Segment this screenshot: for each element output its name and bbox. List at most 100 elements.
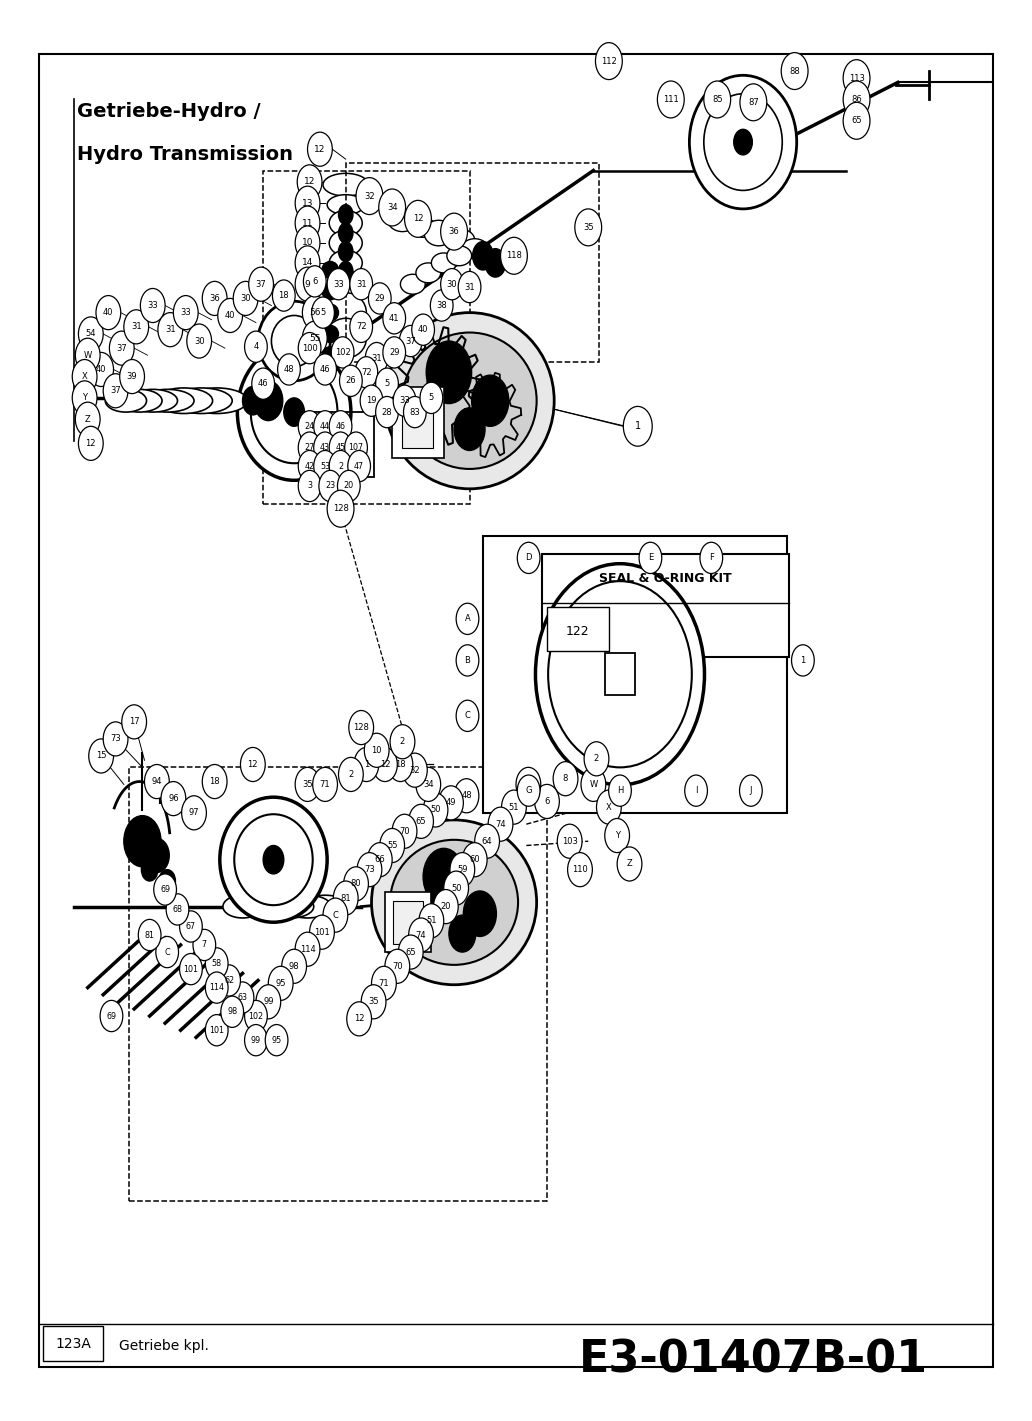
Circle shape <box>138 919 161 951</box>
Circle shape <box>245 1025 267 1056</box>
Circle shape <box>158 313 183 347</box>
Circle shape <box>202 281 227 315</box>
Circle shape <box>734 129 752 155</box>
Bar <box>542 554 789 657</box>
Text: 19: 19 <box>366 396 377 405</box>
Ellipse shape <box>253 895 296 918</box>
Circle shape <box>329 411 352 442</box>
Text: J: J <box>749 786 752 796</box>
Circle shape <box>639 543 662 574</box>
Text: 34: 34 <box>387 203 397 212</box>
Circle shape <box>430 290 453 321</box>
Circle shape <box>781 53 808 90</box>
Circle shape <box>556 665 569 682</box>
Text: 98: 98 <box>289 962 299 971</box>
Circle shape <box>647 674 659 689</box>
Circle shape <box>376 396 398 428</box>
Text: 47: 47 <box>354 462 364 470</box>
Text: 8: 8 <box>562 774 569 783</box>
Text: 26: 26 <box>346 377 356 385</box>
Circle shape <box>450 853 475 887</box>
Text: 112: 112 <box>601 57 617 65</box>
Text: 122: 122 <box>567 625 589 638</box>
Text: 18: 18 <box>395 760 406 769</box>
Circle shape <box>141 858 158 881</box>
Text: 36: 36 <box>209 294 220 303</box>
Circle shape <box>231 982 254 1013</box>
Circle shape <box>89 352 114 387</box>
Text: 35: 35 <box>302 780 313 789</box>
Circle shape <box>75 402 100 436</box>
Text: 31: 31 <box>372 354 382 362</box>
Ellipse shape <box>548 581 691 767</box>
Text: 1: 1 <box>363 760 369 769</box>
Circle shape <box>72 381 97 415</box>
Text: 12: 12 <box>314 145 326 153</box>
Text: F: F <box>709 553 714 563</box>
Text: 34: 34 <box>423 780 433 789</box>
Text: 73: 73 <box>110 735 121 743</box>
Circle shape <box>302 296 327 330</box>
Text: 65: 65 <box>406 948 416 956</box>
Ellipse shape <box>372 820 537 985</box>
Circle shape <box>416 767 441 801</box>
Circle shape <box>581 767 606 801</box>
Circle shape <box>348 450 370 482</box>
Ellipse shape <box>704 94 782 190</box>
Circle shape <box>295 767 320 801</box>
Text: 40: 40 <box>225 311 235 320</box>
Circle shape <box>295 932 320 966</box>
Text: 113: 113 <box>848 74 865 82</box>
Circle shape <box>441 213 467 250</box>
Text: 65: 65 <box>416 817 426 826</box>
Circle shape <box>409 918 433 952</box>
Ellipse shape <box>408 395 428 418</box>
Text: 50: 50 <box>430 806 441 814</box>
Circle shape <box>295 267 320 301</box>
Circle shape <box>243 387 263 415</box>
Circle shape <box>380 828 405 863</box>
Text: 94: 94 <box>152 777 162 786</box>
Circle shape <box>78 426 103 460</box>
Circle shape <box>367 843 392 877</box>
Text: 114: 114 <box>209 983 224 992</box>
Text: 40: 40 <box>103 308 114 317</box>
Text: 107: 107 <box>349 443 363 452</box>
Circle shape <box>265 1025 288 1056</box>
Text: 59: 59 <box>457 865 467 874</box>
Ellipse shape <box>140 389 194 412</box>
Circle shape <box>154 874 176 905</box>
Circle shape <box>596 790 621 824</box>
Circle shape <box>419 904 444 938</box>
Circle shape <box>585 600 598 617</box>
Text: 60: 60 <box>470 855 480 864</box>
Circle shape <box>357 853 382 887</box>
Text: 99: 99 <box>251 1036 261 1044</box>
Circle shape <box>314 432 336 463</box>
Text: 10: 10 <box>301 239 314 247</box>
Circle shape <box>338 205 353 225</box>
Text: Getriebe-Hydro /: Getriebe-Hydro / <box>77 102 261 121</box>
Text: 30: 30 <box>240 294 251 303</box>
Circle shape <box>361 985 386 1019</box>
Text: Hydro Transmission: Hydro Transmission <box>77 145 293 163</box>
Circle shape <box>364 733 389 767</box>
Ellipse shape <box>268 895 314 918</box>
Text: 54: 54 <box>86 330 96 338</box>
Circle shape <box>161 782 186 816</box>
Circle shape <box>517 543 540 574</box>
Circle shape <box>240 747 265 782</box>
Circle shape <box>383 303 406 334</box>
Bar <box>393 901 423 944</box>
Circle shape <box>609 774 632 806</box>
Circle shape <box>205 948 228 979</box>
Circle shape <box>501 237 527 274</box>
Text: 97: 97 <box>189 809 199 817</box>
Circle shape <box>704 81 731 118</box>
Text: 3: 3 <box>308 482 312 490</box>
Ellipse shape <box>424 220 453 246</box>
Text: 81: 81 <box>144 931 155 939</box>
Circle shape <box>740 774 763 806</box>
Circle shape <box>427 371 450 402</box>
Circle shape <box>323 898 348 932</box>
